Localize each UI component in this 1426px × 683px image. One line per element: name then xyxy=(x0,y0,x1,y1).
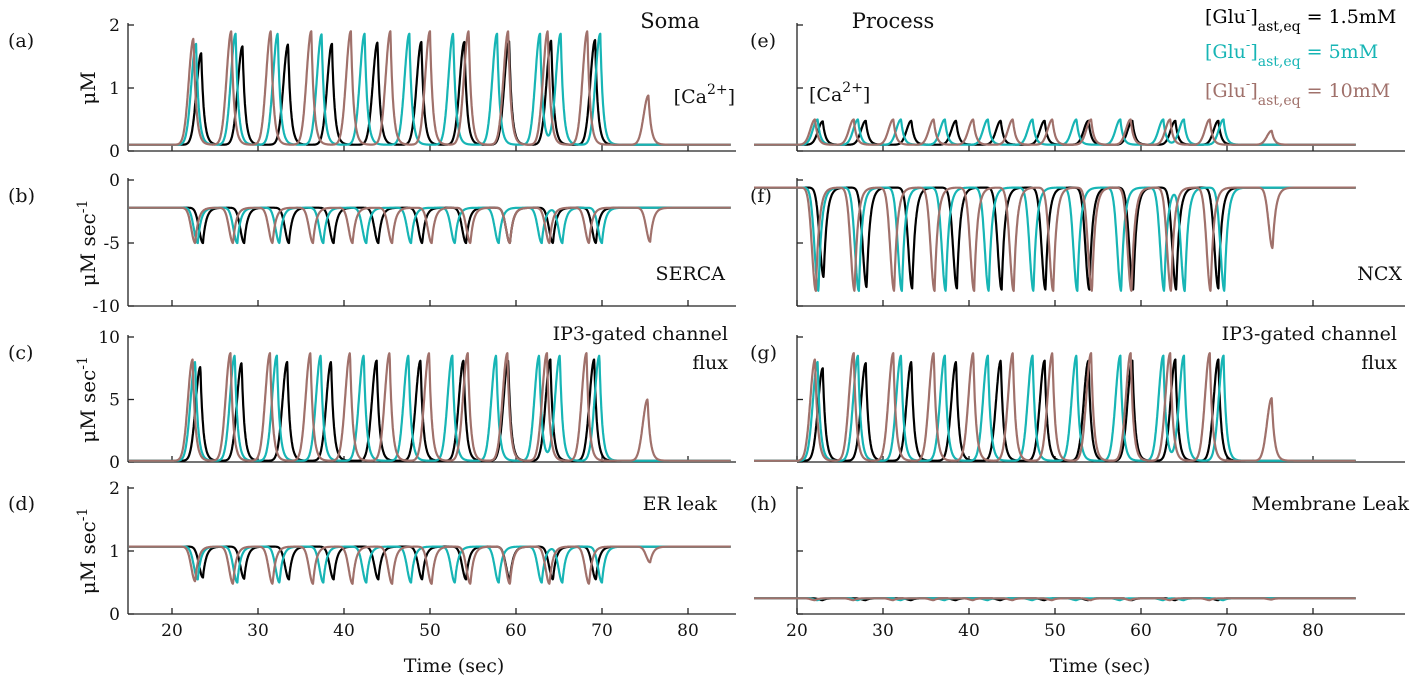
y-axis-label-a: μM xyxy=(76,71,100,104)
x-tick-label-h: 30 xyxy=(872,621,894,641)
panel-label-a: (a) xyxy=(8,30,34,52)
annotation-c: flux xyxy=(692,352,728,374)
annotation-d: ER leak xyxy=(643,493,718,515)
annotation-c: IP3-gated channel xyxy=(553,323,728,345)
panel-label-c: (c) xyxy=(8,342,33,364)
y-tick-label-b: 0 xyxy=(109,171,120,191)
y-tick-label-d: 2 xyxy=(109,479,120,499)
panel-c: 0 5 10 (c) μM sec-1 IP3-gated channel flux xyxy=(8,323,736,473)
x-tick-label-h: 60 xyxy=(1130,621,1152,641)
series-line-e-2 xyxy=(753,118,1357,146)
annotation-b: SERCA xyxy=(656,263,726,285)
panel-d: 0 1 2 20 30 40 50 60 70 80 (d) μM sec-1 ER leak xyxy=(8,479,736,641)
x-axis-label-left: Time (sec) xyxy=(404,655,505,677)
x-tick-label-h: 20 xyxy=(786,621,808,641)
y-tick-label-d: 0 xyxy=(109,605,120,625)
series-line-d-2 xyxy=(128,545,732,585)
x-axis-label-right: Time (sec) xyxy=(1050,655,1151,677)
panel-label-d: (d) xyxy=(8,493,35,515)
x-tick-label-h: 70 xyxy=(1216,621,1238,641)
x-tick-label-d: 60 xyxy=(505,621,527,641)
column-title-a: Soma xyxy=(640,9,699,33)
y-axis-label-b: μM sec-1 xyxy=(75,200,100,287)
panel-label-h: (h) xyxy=(750,493,777,515)
panel-g: (g) IP3-gated channel flux xyxy=(750,323,1405,463)
legend: [Glu-]ast,eq = 1.5mM[Glu-]ast,eq = 5mM [G… xyxy=(1205,3,1396,109)
annotation-a: [Ca2+] xyxy=(674,82,735,108)
x-tick-label-d: 20 xyxy=(161,621,183,641)
y-axis-label-d: μM sec-1 xyxy=(75,508,100,595)
panel-a: 0 1 2 (a) μM Soma [Ca2+] xyxy=(8,9,736,162)
series-line-b-2 xyxy=(128,206,732,245)
y-tick-label-b: -5 xyxy=(103,234,120,254)
x-tick-label-d: 50 xyxy=(419,621,441,641)
y-tick-label-b: -10 xyxy=(93,297,120,317)
x-tick-label-d: 80 xyxy=(677,621,699,641)
panel-label-f: (f) xyxy=(750,185,772,207)
series-line-a-2 xyxy=(128,30,732,146)
series-line-g-2 xyxy=(753,352,1357,462)
x-tick-label-d: 70 xyxy=(591,621,613,641)
series-line-h-2 xyxy=(753,597,1357,602)
panel-b: -10 -5 0 (b) μM sec-1 SERCA xyxy=(8,171,736,317)
column-title-e: Process xyxy=(852,9,935,33)
y-tick-label-a: 2 xyxy=(109,16,120,36)
panel-label-e: (e) xyxy=(750,30,776,52)
x-tick-label-d: 30 xyxy=(247,621,269,641)
annotation-g: IP3-gated channel xyxy=(1222,323,1397,345)
x-tick-label-h: 40 xyxy=(958,621,980,641)
y-tick-label-c: 0 xyxy=(109,453,120,473)
series-line-f-2 xyxy=(753,186,1357,292)
legend-entry-0: [Glu-]ast,eq = 1.5mM xyxy=(1205,3,1396,35)
annotation-f: NCX xyxy=(1357,263,1402,285)
panel-label-g: (g) xyxy=(750,342,777,364)
y-tick-label-a: 1 xyxy=(109,79,120,99)
legend-entry-1: [Glu-]ast,eq = 5mM xyxy=(1205,38,1378,70)
x-tick-label-d: 40 xyxy=(333,621,355,641)
y-tick-label-a: 0 xyxy=(109,142,120,162)
annotation-g: flux xyxy=(1361,352,1397,374)
y-tick-label-c: 10 xyxy=(98,328,120,348)
panels-layer: 0 1 2 (a) μM Soma [Ca2+] -10 -5 0 (b) μM sec-1 SERCA… xyxy=(8,9,1409,641)
series-line-c-2 xyxy=(128,352,732,462)
x-tick-label-h: 50 xyxy=(1044,621,1066,641)
panel-e: (e) Process [Ca2+] xyxy=(750,9,1405,152)
panel-label-b: (b) xyxy=(8,185,35,207)
y-axis-label-c: μM sec-1 xyxy=(75,356,100,443)
x-tick-label-h: 80 xyxy=(1302,621,1324,641)
y-tick-label-c: 5 xyxy=(109,391,120,411)
annotation-h: Membrane Leak xyxy=(1251,493,1409,515)
panel-h: 20 30 40 50 60 70 80 (h) Membrane Leak xyxy=(750,486,1409,641)
y-tick-label-d: 1 xyxy=(109,542,120,562)
panel-f: (f) NCX xyxy=(750,178,1405,307)
legend-entry-2: [Glu-]ast,eq = 10mM xyxy=(1205,77,1390,109)
annotation-e: [Ca2+] xyxy=(809,80,870,106)
